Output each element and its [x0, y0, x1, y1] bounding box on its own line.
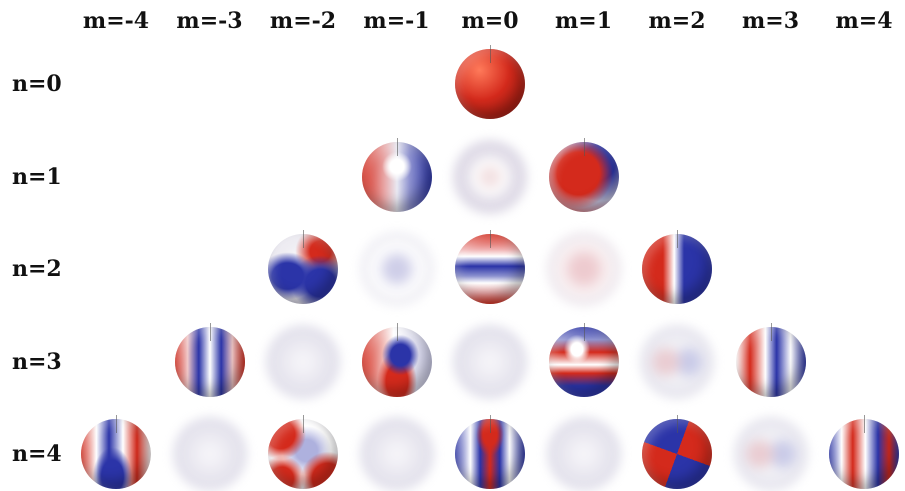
- row-header-n3: n=3: [12, 348, 62, 375]
- z-axis-line: [770, 322, 772, 341]
- z-axis-line: [677, 415, 678, 433]
- column-header-m2: m=2: [648, 8, 706, 34]
- z-axis-line: [490, 45, 491, 63]
- z-axis-line: [490, 230, 491, 248]
- z-axis-line: [303, 415, 304, 433]
- harmonic-n2-m-1: [359, 232, 434, 306]
- column-header-m-2: m=-2: [269, 8, 337, 34]
- z-axis-line: [864, 415, 865, 433]
- z-axis-line: [583, 137, 585, 156]
- harmonic-n1-m1: [548, 137, 619, 212]
- harmonic-n4-m4: [829, 415, 899, 489]
- z-axis-line: [396, 137, 398, 156]
- harmonic-n4-m1: [546, 417, 621, 491]
- harmonic-n3-m0: [453, 324, 527, 399]
- z-axis-line: [116, 415, 117, 433]
- row-header-n2: n=2: [12, 256, 62, 282]
- harmonic-n4-m-2: [268, 415, 338, 489]
- harmonic-n3-m-1: [361, 322, 432, 397]
- harmonic-n2-m-2: [268, 230, 338, 304]
- harmonic-n2-m1: [546, 232, 621, 306]
- harmonic-n1-m-1: [361, 137, 432, 212]
- z-axis-line: [677, 230, 678, 248]
- harmonic-n4-m-3: [172, 417, 247, 491]
- harmonic-n4-m3: [733, 417, 808, 491]
- column-header-m0: m=0: [461, 8, 519, 34]
- harmonic-n2-m0: [455, 230, 525, 304]
- column-header-m4: m=4: [835, 8, 893, 34]
- column-header-m-1: m=-1: [363, 8, 430, 34]
- harmonic-n3-m3: [735, 322, 806, 397]
- harmonic-n1-m0: [453, 139, 527, 214]
- z-axis-line: [303, 230, 304, 248]
- z-axis-line: [209, 322, 211, 341]
- column-header-m1: m=1: [554, 8, 613, 34]
- harmonic-n0-m0: [455, 45, 525, 119]
- z-axis-line: [490, 415, 491, 433]
- harmonic-n3-m-3: [174, 322, 245, 397]
- row-header-n0: n=0: [12, 71, 62, 97]
- harmonic-n4-m2: [642, 415, 712, 489]
- row-header-n4: n=4: [12, 441, 62, 467]
- z-axis-line: [396, 322, 398, 341]
- harmonic-n4-m-4: [81, 415, 151, 489]
- harmonic-n3-m2: [640, 324, 714, 399]
- column-header-m3: m=3: [741, 8, 800, 34]
- z-axis-line: [583, 322, 585, 341]
- harmonic-n2-m2: [642, 230, 712, 304]
- harmonic-n4-m-1: [359, 417, 434, 491]
- column-header-m-3: m=-3: [176, 8, 243, 34]
- harmonic-n3-m1: [548, 322, 619, 397]
- column-header-m-4: m=-4: [82, 8, 150, 34]
- harmonic-n4-m0: [455, 415, 525, 489]
- row-header-n1: n=1: [12, 163, 62, 190]
- harmonic-n3-m-2: [266, 324, 340, 399]
